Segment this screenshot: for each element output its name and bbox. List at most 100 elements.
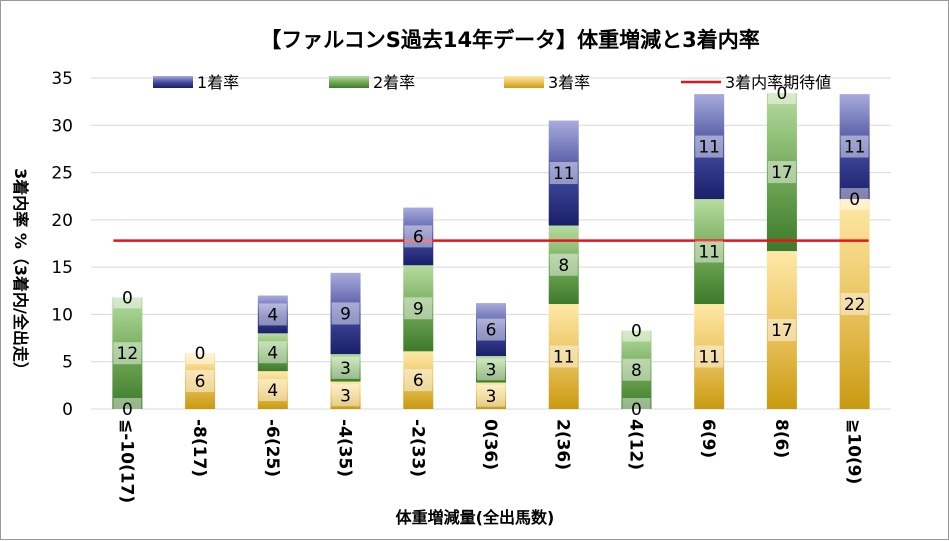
bar-segment [694, 304, 725, 409]
data-label: 3 [486, 360, 497, 380]
data-label: 9 [340, 304, 351, 324]
y-tick-label: 20 [51, 211, 73, 231]
chart-title: 【ファルコンS過去14年データ】体重増減と3着内率 [260, 28, 760, 52]
data-label-bg [695, 240, 724, 263]
bar-segment [548, 120, 579, 226]
data-label-bg [113, 342, 142, 365]
data-label: 11 [698, 243, 720, 263]
data-label: 4 [267, 381, 278, 401]
data-label: 4 [267, 305, 278, 325]
x-axis-label: 体重増減量(全出馬数) [396, 508, 555, 527]
x-tick-label: -2(33) [407, 419, 427, 477]
data-label: 0 [122, 400, 133, 420]
data-label: 3 [486, 387, 497, 407]
data-label-bg [258, 379, 287, 402]
data-label: 0 [195, 344, 206, 364]
x-tick-label: 6(9) [698, 419, 718, 458]
x-tick-label: -4(35) [335, 419, 355, 477]
data-label-bg [331, 302, 360, 325]
bar-segment [766, 93, 797, 252]
x-axis-ticks: ≦-10(17) -8(17) -6(25) -4(35) -2(33) 0(36) 2(3… [116, 419, 863, 503]
x-tick-label: 8(6) [771, 419, 791, 458]
data-label: 17 [771, 321, 793, 341]
data-label: 0 [122, 288, 133, 308]
data-label: 11 [844, 138, 866, 158]
x-tick-label: ≦-10(17) [116, 419, 136, 503]
bar-segment [621, 330, 652, 409]
data-label-bg [695, 345, 724, 368]
data-label-bg [404, 369, 433, 392]
y-axis-label: 3着内率 %（3着内/全出走） [11, 168, 30, 378]
data-label: 0 [776, 84, 787, 104]
data-label-bg [186, 342, 215, 365]
bar-segment [257, 371, 288, 409]
data-label-bg [622, 319, 651, 342]
bar-segment [185, 353, 216, 409]
x-tick-label: 4(12) [625, 419, 645, 470]
data-label: 6 [413, 371, 424, 391]
data-label: 8 [558, 256, 569, 276]
x-tick-label: ≧10(9) [844, 419, 864, 484]
x-tick-label: 2(36) [553, 419, 573, 470]
y-tick-label: 5 [62, 353, 73, 373]
bar-segment [330, 272, 361, 355]
bar-segment [694, 94, 725, 200]
bar-segment [839, 94, 870, 200]
data-label: 11 [553, 348, 575, 368]
data-label-bg [477, 384, 505, 407]
data-label: 11 [553, 164, 575, 184]
bar-segment [403, 207, 434, 266]
bar-segment [330, 354, 361, 382]
data-label-bg [767, 161, 796, 184]
data-label-bg [477, 358, 505, 381]
legend: 1着率 2着率 3着率 3着内率期待値 [153, 73, 831, 92]
data-label-bg [258, 303, 287, 326]
data-label-bg [549, 162, 578, 185]
legend-label: 2着率 [373, 73, 415, 92]
data-label: 0 [849, 190, 860, 210]
bar-segment [694, 199, 725, 305]
data-label-bg [622, 358, 651, 381]
data-label: 6 [486, 321, 497, 341]
bar-segment [476, 356, 506, 383]
data-label: 17 [771, 163, 793, 183]
data-label-bg [113, 398, 142, 420]
legend-swatch [504, 76, 544, 88]
bar-segment [476, 303, 506, 357]
bar-segment [257, 333, 288, 372]
data-label-bg [549, 345, 578, 368]
bar-segment [548, 225, 579, 305]
bar-segment [548, 304, 579, 409]
data-label-bg [549, 253, 578, 276]
y-tick-label: 35 [51, 69, 73, 89]
data-label: 11 [698, 348, 720, 368]
y-tick-label: 30 [51, 116, 73, 136]
y-tick-label: 0 [62, 400, 73, 420]
data-label-bg [404, 225, 433, 248]
data-label: 0 [631, 322, 642, 342]
legend-swatch [153, 76, 193, 88]
data-label: 3 [340, 359, 351, 379]
data-label: 8 [631, 361, 642, 381]
data-label: 4 [267, 343, 278, 363]
data-label: 6 [195, 372, 206, 392]
data-label-bg [840, 135, 869, 158]
bar-segment [403, 265, 434, 352]
bar-segment [257, 295, 288, 334]
data-label-bg [331, 384, 360, 407]
y-tick-label: 10 [51, 305, 73, 325]
data-label-bg [622, 398, 651, 420]
bar-segment [839, 199, 870, 409]
data-label: 9 [413, 299, 424, 319]
legend-label: 1着率 [197, 73, 239, 92]
x-tick-label: -6(25) [262, 419, 282, 477]
data-label: 12 [117, 344, 139, 364]
data-label-bg [331, 356, 360, 379]
data-label-bg [477, 318, 505, 341]
data-label-bg [767, 82, 796, 105]
data-label-bg [258, 341, 287, 364]
data-label: 22 [844, 295, 866, 315]
legend-label: 3着率 [548, 73, 590, 92]
